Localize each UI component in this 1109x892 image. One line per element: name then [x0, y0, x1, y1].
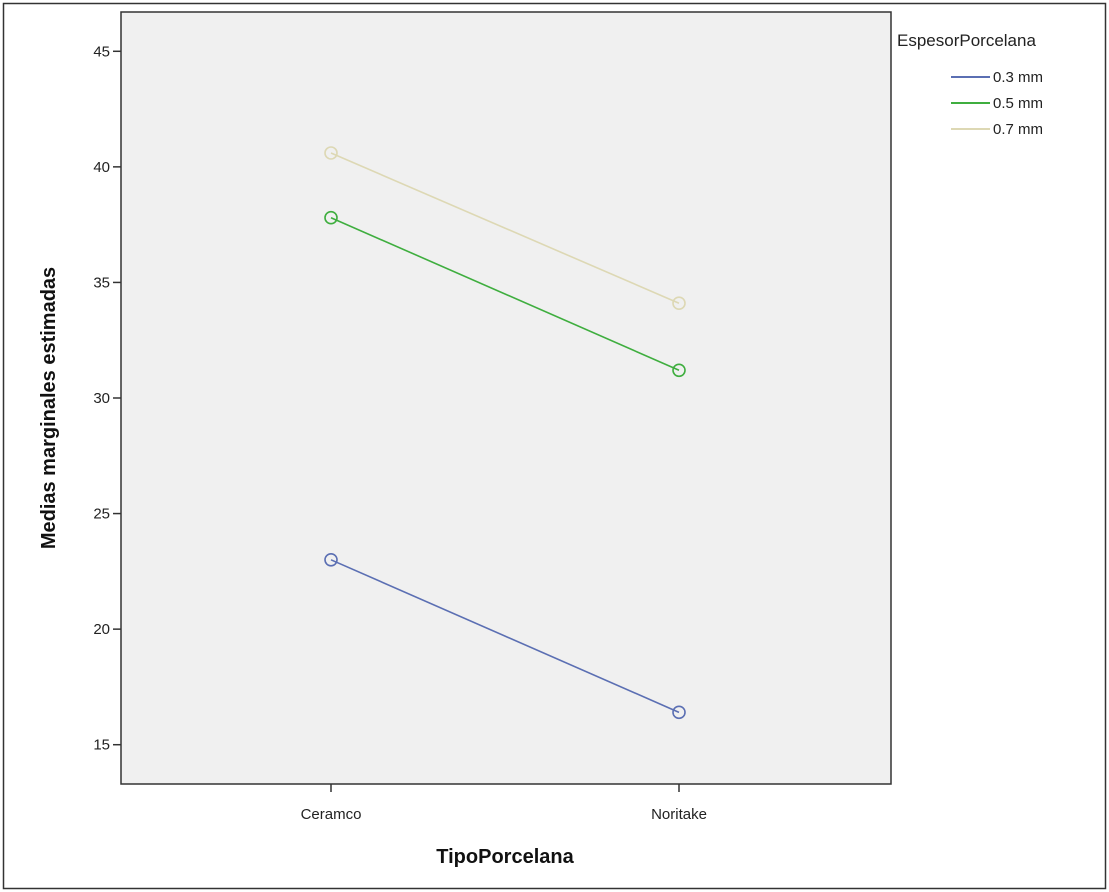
- data-point: [324, 210, 338, 225]
- x-tick-label: Noritake: [651, 806, 707, 823]
- x-tick-label: Ceramco: [301, 806, 362, 823]
- y-tick-label: 30: [93, 390, 110, 407]
- data-point: [672, 296, 686, 311]
- series-line-3: [330, 152, 680, 304]
- y-axis: 15 20 25 30 35 40 45: [93, 43, 121, 754]
- x-axis: Ceramco Noritake: [301, 784, 707, 823]
- legend-label: 0.7 mm: [993, 121, 1043, 138]
- series-line-2: [330, 216, 680, 371]
- series-layer: [324, 146, 686, 720]
- legend-label: 0.3 mm: [993, 69, 1043, 86]
- legend-label: 0.5 mm: [993, 95, 1043, 112]
- y-tick-label: 20: [93, 621, 110, 638]
- y-tick-label: 25: [93, 506, 110, 523]
- series-line-1: [330, 559, 680, 714]
- data-point: [672, 363, 686, 378]
- x-axis-title: TipoPorcelana: [436, 846, 574, 868]
- data-point: [324, 552, 338, 567]
- plot-area: [120, 11, 892, 785]
- y-tick-label: 35: [93, 274, 110, 291]
- legend-title: EspesorPorcelana: [897, 31, 1036, 50]
- y-tick-label: 40: [93, 159, 110, 176]
- data-point: [672, 705, 686, 720]
- y-tick-label: 45: [93, 43, 110, 60]
- y-tick-label: 15: [93, 737, 110, 754]
- legend: EspesorPorcelana 0.3 mm 0.5 mm 0.7 mm: [897, 31, 1043, 138]
- data-point: [324, 146, 338, 160]
- y-axis-title: Medias marginales estimadas: [38, 267, 60, 549]
